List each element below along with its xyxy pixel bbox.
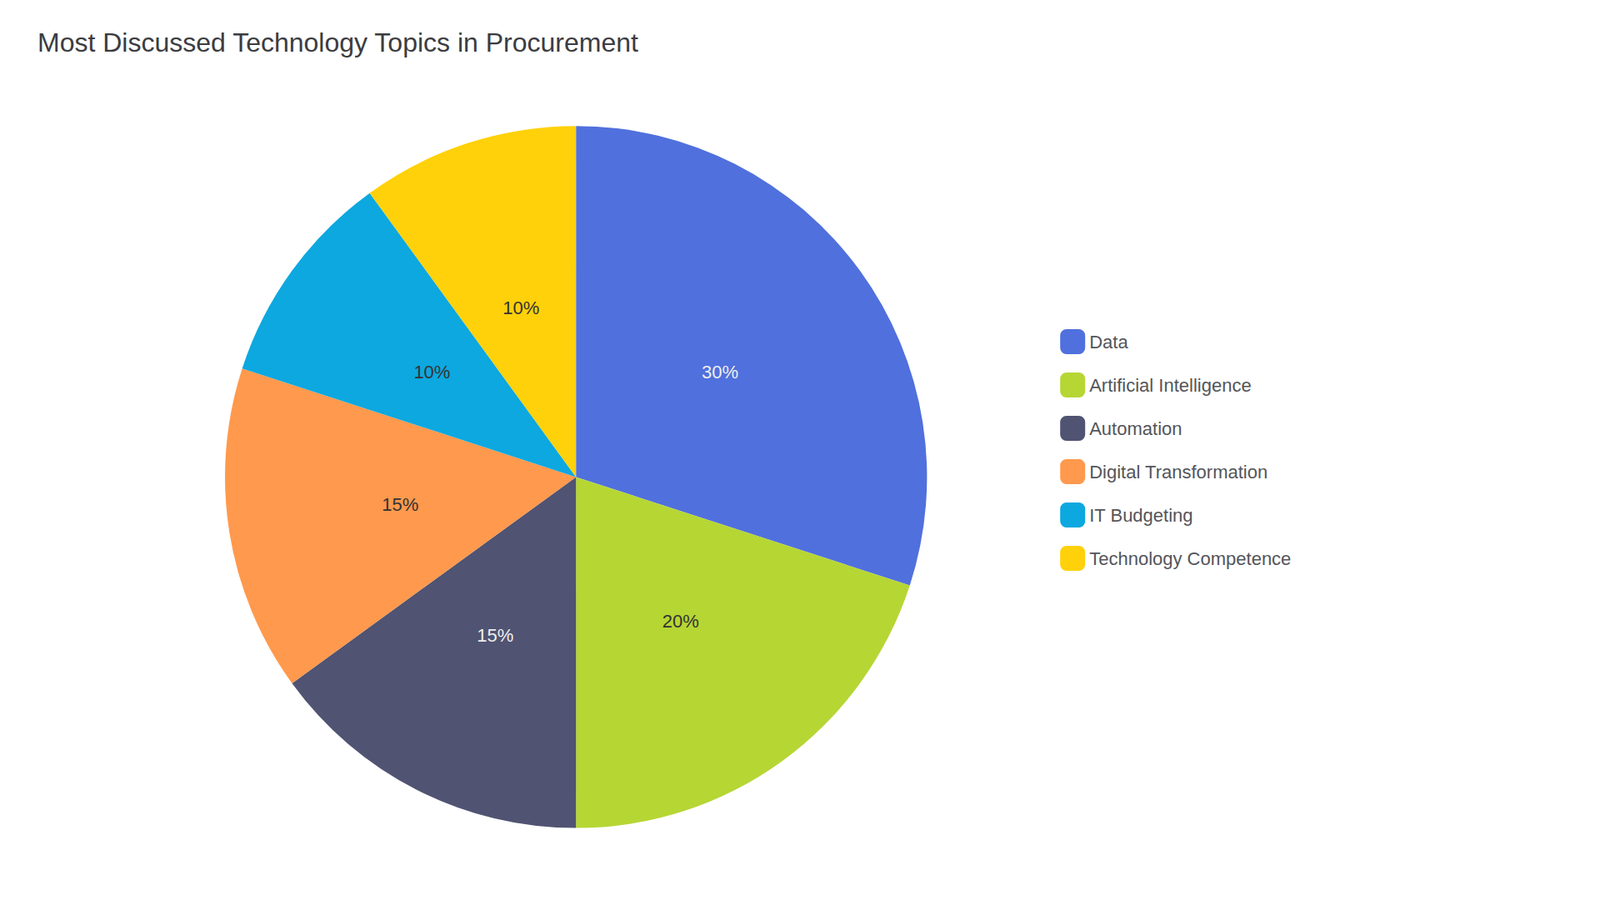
svg-text:10%: 10%	[502, 297, 540, 319]
svg-text:Technology Competence: Technology Competence	[1089, 548, 1291, 570]
svg-text:10%: 10%	[413, 361, 450, 383]
svg-text:15%: 15%	[476, 625, 514, 646]
svg-text:Artificial Intelligence: Artificial Intelligence	[1089, 375, 1251, 396]
svg-text:20%: 20%	[662, 610, 700, 632]
svg-text:IT Budgeting: IT Budgeting	[1089, 505, 1193, 526]
svg-text:Most Discussed Technology Topi: Most Discussed Technology Topics in Proc…	[37, 27, 639, 58]
svg-text:30%: 30%	[701, 361, 739, 383]
svg-text:15%: 15%	[381, 494, 419, 515]
svg-text:Digital Transformation: Digital Transformation	[1089, 461, 1268, 483]
svg-text:Data: Data	[1089, 331, 1129, 353]
svg-text:Automation: Automation	[1089, 418, 1182, 440]
